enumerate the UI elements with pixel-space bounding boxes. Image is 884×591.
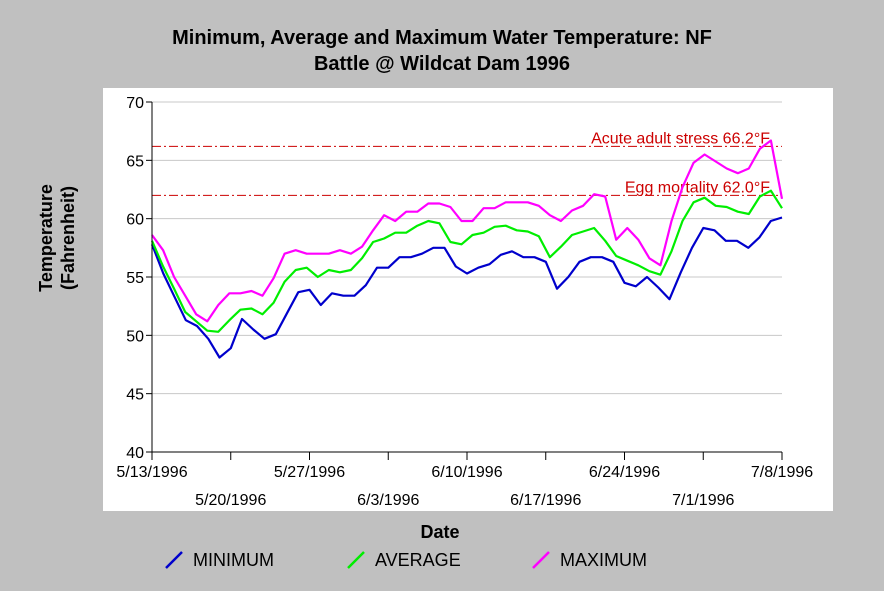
- reference-line-label-1: Egg mortality 62.0°F: [625, 179, 770, 196]
- x-tick-label-upper-4: 7/8/1996: [751, 464, 813, 481]
- reference-line-label-0: Acute adult stress 66.2°F: [591, 130, 770, 147]
- series-line-minimum: [150, 216, 783, 359]
- series-line-average: [150, 189, 783, 333]
- legend-label-maximum: MAXIMUM: [560, 550, 647, 570]
- x-tick-label-lower-1: 6/3/1996: [357, 492, 419, 509]
- x-tick-label-lower-3: 7/1/1996: [672, 492, 734, 509]
- legend-swatch-average: [347, 551, 365, 569]
- legend-item-minimum: MINIMUM: [165, 550, 274, 570]
- legend-swatch-maximum: [532, 551, 550, 569]
- legend: MINIMUM AVERAGE MAXIMUM: [165, 550, 647, 570]
- y-tick-label-50: 50: [126, 328, 144, 345]
- chart-title-line1: Minimum, Average and Maximum Water Tempe…: [172, 27, 712, 49]
- y-tick-label-55: 55: [126, 270, 144, 287]
- legend-item-maximum: MAXIMUM: [532, 550, 647, 570]
- legend-item-average: AVERAGE: [347, 550, 461, 570]
- legend-label-minimum: MINIMUM: [193, 550, 274, 570]
- x-axis-label: Date: [420, 522, 459, 542]
- y-tick-label-65: 65: [126, 153, 144, 170]
- y-axis-label-line1: Temperature: [36, 184, 56, 292]
- series-line-maximum: [151, 139, 784, 323]
- reference-lines: Acute adult stress 66.2°F Egg mortality 6…: [152, 130, 782, 196]
- gridlines: [152, 101, 782, 395]
- y-axis-label-line2: (Fahrenheit): [58, 186, 78, 290]
- legend-label-average: AVERAGE: [375, 550, 461, 570]
- chart-title-line2: Battle @ Wildcat Dam 1996: [314, 53, 570, 75]
- y-ticks: 40 45 50 55 60 65 70: [126, 95, 152, 462]
- y-axis-label: Temperature (Fahrenheit): [36, 184, 78, 292]
- x-tick-label-lower-2: 6/17/1996: [510, 492, 581, 509]
- x-ticks: 5/13/1996 5/27/1996 6/10/1996 6/24/1996 7/8/…: [116, 452, 813, 509]
- y-tick-label-40: 40: [126, 445, 144, 462]
- x-tick-label-upper-1: 5/27/1996: [274, 464, 345, 481]
- x-tick-label-upper-3: 6/24/1996: [589, 464, 660, 481]
- y-tick-label-60: 60: [126, 212, 144, 229]
- x-tick-label-lower-0: 5/20/1996: [195, 492, 266, 509]
- x-tick-label-upper-0: 5/13/1996: [116, 464, 187, 481]
- y-tick-label-45: 45: [126, 387, 144, 404]
- y-tick-label-70: 70: [126, 95, 144, 112]
- series-lines: [150, 139, 784, 359]
- legend-swatch-minimum: [165, 551, 183, 569]
- x-tick-label-upper-2: 6/10/1996: [431, 464, 502, 481]
